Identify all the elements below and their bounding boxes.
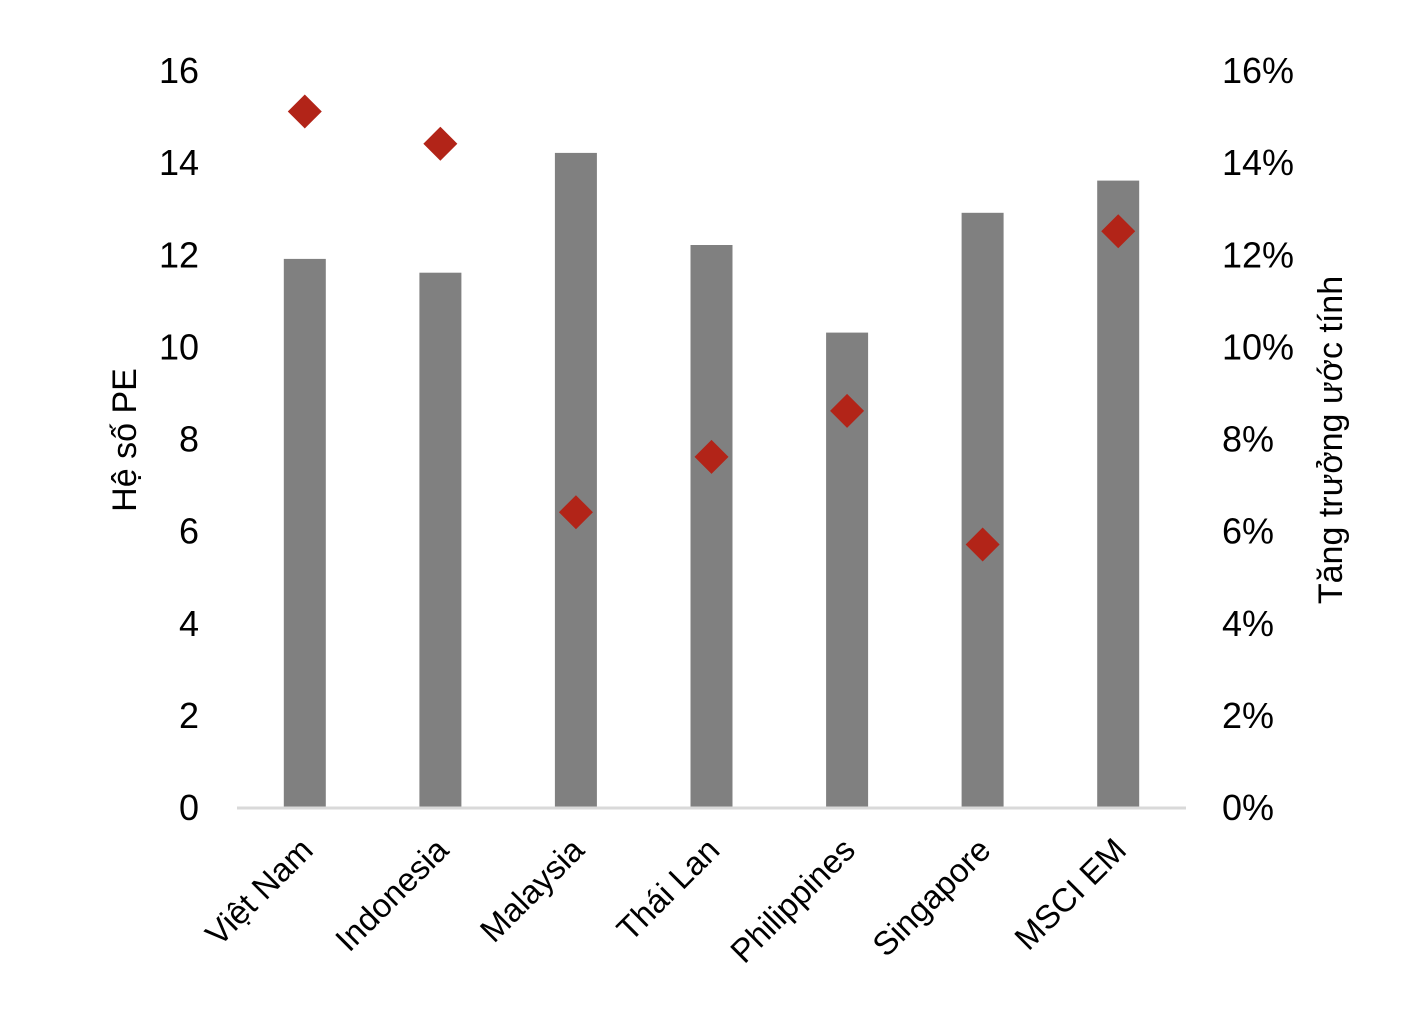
marker-4 bbox=[694, 439, 729, 474]
right-tick-label: 2% bbox=[1222, 695, 1274, 736]
left-tick-label: 10 bbox=[159, 326, 199, 367]
left-tick-label: 4 bbox=[179, 603, 199, 644]
marker-5 bbox=[830, 393, 865, 428]
y-axis-title-right: Tăng trưởng ước tính bbox=[1312, 276, 1350, 604]
marker-series bbox=[287, 94, 1136, 562]
bar-6 bbox=[961, 212, 1004, 808]
right-tick-label: 8% bbox=[1222, 419, 1274, 460]
category-label: Việt Nam bbox=[198, 831, 320, 953]
left-tick-label: 8 bbox=[179, 419, 199, 460]
marker-3 bbox=[558, 495, 593, 530]
bar-series bbox=[283, 152, 1140, 808]
y-axis-title-left: Hệ số PE bbox=[106, 368, 144, 512]
category-label: Philippines bbox=[723, 831, 862, 970]
category-label: Malaysia bbox=[473, 830, 592, 949]
right-tick-label: 0% bbox=[1222, 787, 1274, 828]
bar-2 bbox=[419, 272, 462, 807]
bar-7 bbox=[1097, 180, 1140, 808]
bar-1 bbox=[283, 258, 326, 807]
left-tick-label: 12 bbox=[159, 234, 199, 275]
marker-2 bbox=[423, 126, 458, 161]
category-labels: Việt Nam Indonesia Malaysia Thái LanPhilipp… bbox=[198, 830, 1133, 969]
marker-1 bbox=[287, 94, 322, 129]
left-tick-label: 6 bbox=[179, 511, 199, 552]
right-tick-label: 16% bbox=[1222, 50, 1294, 91]
right-tick-label: 12% bbox=[1222, 234, 1294, 275]
category-label: Indonesia bbox=[328, 830, 456, 958]
category-label: MSCI EM bbox=[1007, 831, 1133, 957]
left-tick-label: 0 bbox=[179, 787, 199, 828]
left-axis-ticks: 0 2 4 6 8 10 12 14 16 bbox=[159, 50, 199, 828]
marker-7 bbox=[1101, 214, 1136, 249]
right-axis-ticks: 0% 2% 4% 6% 8% 10% 12% 14% 16% bbox=[1222, 50, 1294, 828]
bar-3 bbox=[554, 152, 597, 807]
left-tick-label: 16 bbox=[159, 50, 199, 91]
right-tick-label: 4% bbox=[1222, 603, 1274, 644]
right-tick-label: 6% bbox=[1222, 511, 1274, 552]
right-tick-label: 14% bbox=[1222, 142, 1294, 183]
left-tick-label: 14 bbox=[159, 142, 199, 183]
right-tick-label: 10% bbox=[1222, 326, 1294, 367]
bar-4 bbox=[690, 245, 733, 807]
category-label: Thái Lan bbox=[609, 831, 726, 948]
marker-6 bbox=[965, 527, 1000, 562]
category-label: Singapore bbox=[865, 831, 998, 964]
left-tick-label: 2 bbox=[179, 695, 199, 736]
